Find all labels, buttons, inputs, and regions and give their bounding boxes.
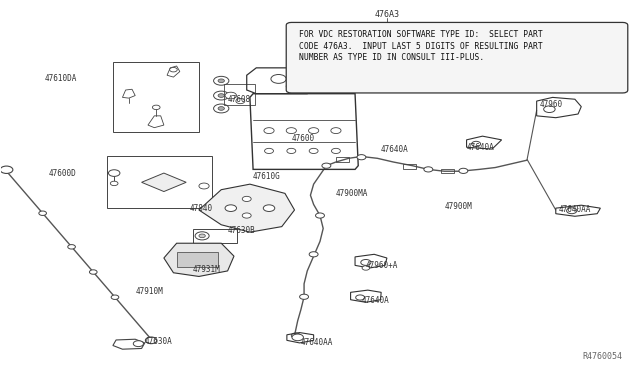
Circle shape [309, 252, 318, 257]
Text: 47608: 47608 [228, 95, 251, 104]
Circle shape [264, 148, 273, 154]
Circle shape [111, 295, 119, 299]
Circle shape [236, 99, 245, 104]
Polygon shape [164, 243, 234, 276]
Circle shape [271, 74, 286, 83]
Text: R4760054: R4760054 [582, 352, 623, 361]
Bar [336, 157, 349, 161]
Circle shape [0, 166, 13, 173]
Text: 47840: 47840 [189, 203, 212, 213]
Circle shape [472, 141, 481, 147]
Bar [177, 253, 218, 267]
Circle shape [316, 213, 324, 218]
Circle shape [356, 295, 365, 300]
Circle shape [332, 148, 340, 154]
Circle shape [225, 92, 237, 99]
Circle shape [199, 183, 209, 189]
Text: 47640A: 47640A [467, 143, 494, 152]
Text: 47960+A: 47960+A [366, 261, 398, 270]
Circle shape [566, 208, 577, 214]
Circle shape [225, 205, 237, 211]
Text: 47600D: 47600D [49, 169, 77, 177]
Bar [225, 84, 255, 105]
Circle shape [459, 168, 468, 173]
Circle shape [308, 128, 319, 134]
Circle shape [218, 79, 225, 83]
Circle shape [243, 196, 251, 202]
Circle shape [309, 148, 318, 154]
Text: 47600: 47600 [291, 134, 314, 142]
Circle shape [287, 148, 296, 154]
Circle shape [145, 337, 157, 344]
Text: 47960: 47960 [540, 100, 563, 109]
Circle shape [286, 128, 296, 134]
Circle shape [68, 245, 76, 249]
Text: 47610G: 47610G [253, 172, 281, 181]
Circle shape [331, 128, 341, 134]
Text: FOR VDC RESTORATION SOFTWARE TYPE ID:  SELECT PART
CODE 476A3.  INPUT LAST 5 DIG: FOR VDC RESTORATION SOFTWARE TYPE ID: SE… [299, 30, 543, 62]
Text: 47630A: 47630A [145, 337, 173, 346]
Circle shape [170, 67, 177, 72]
Text: 47640A: 47640A [362, 296, 389, 305]
Circle shape [214, 91, 229, 100]
Circle shape [90, 270, 97, 274]
Circle shape [214, 104, 229, 113]
Circle shape [199, 234, 205, 238]
Text: 47610DA: 47610DA [44, 74, 77, 83]
Text: 47640AA: 47640AA [559, 205, 591, 215]
Polygon shape [199, 184, 294, 232]
Text: 47640AA: 47640AA [301, 339, 333, 347]
Bar [193, 229, 237, 243]
Circle shape [424, 167, 433, 172]
Text: 47931M: 47931M [193, 264, 220, 273]
Text: 47910M: 47910M [135, 287, 163, 296]
Bar [441, 169, 454, 173]
Circle shape [362, 266, 370, 270]
Circle shape [357, 155, 366, 160]
Circle shape [39, 211, 47, 215]
Circle shape [243, 213, 251, 218]
Circle shape [218, 107, 225, 110]
Circle shape [286, 83, 296, 89]
Circle shape [292, 334, 303, 341]
Bar [106, 157, 212, 208]
Text: 47900M: 47900M [444, 202, 472, 211]
Bar [113, 62, 199, 132]
Circle shape [263, 205, 275, 211]
Circle shape [218, 94, 225, 97]
Circle shape [300, 294, 308, 299]
Text: 476A3: 476A3 [374, 10, 399, 19]
Circle shape [195, 232, 209, 240]
Circle shape [133, 341, 143, 347]
Circle shape [110, 181, 118, 186]
Circle shape [108, 170, 120, 176]
Circle shape [152, 105, 160, 110]
Bar [403, 164, 415, 169]
Circle shape [214, 76, 229, 85]
Text: 47630B: 47630B [228, 226, 255, 235]
Text: 47640A: 47640A [381, 145, 408, 154]
FancyBboxPatch shape [286, 22, 628, 93]
Circle shape [264, 128, 274, 134]
Text: 47900MA: 47900MA [336, 189, 368, 198]
Circle shape [543, 106, 555, 112]
Polygon shape [141, 173, 186, 192]
Circle shape [291, 333, 300, 338]
Circle shape [361, 260, 371, 265]
Circle shape [322, 163, 331, 168]
